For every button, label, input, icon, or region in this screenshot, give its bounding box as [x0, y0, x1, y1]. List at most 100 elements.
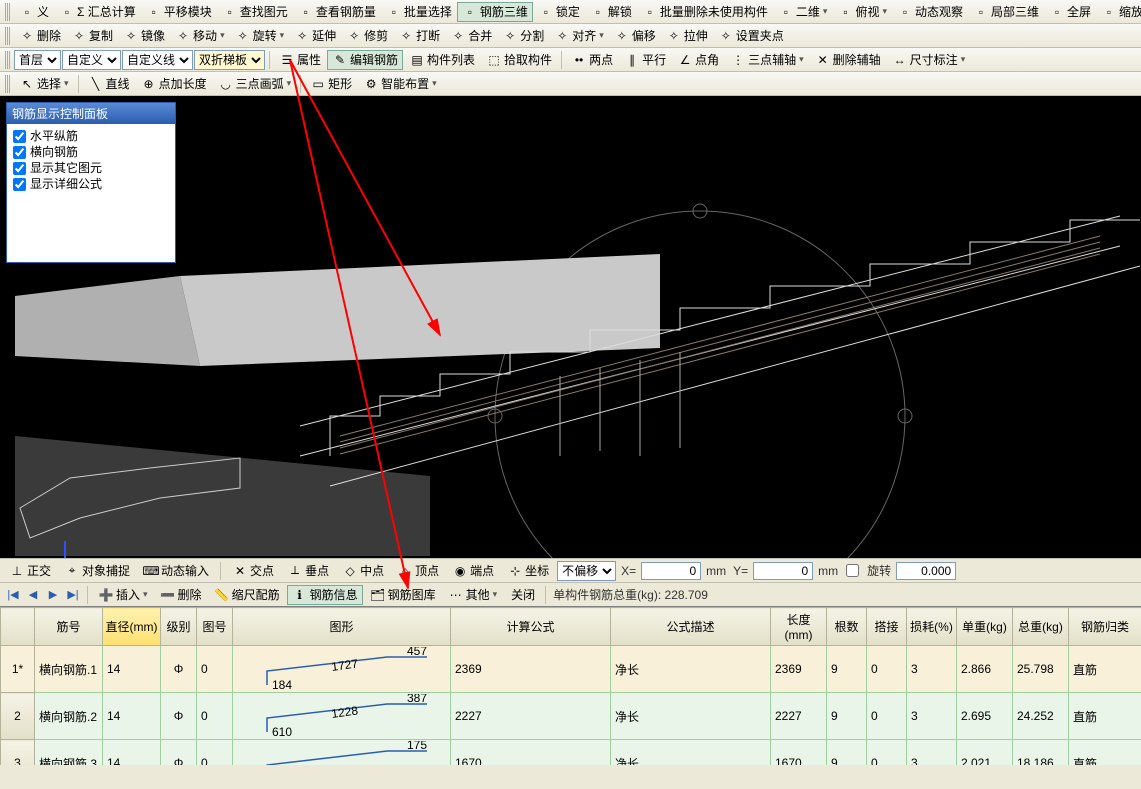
edit-修剪[interactable]: ✧修剪	[341, 26, 393, 46]
menu-0[interactable]: ▫义	[14, 2, 54, 22]
pick-comp-button[interactable]: ⬚拾取构件	[481, 50, 557, 70]
edit-分割[interactable]: ✧分割	[497, 26, 549, 46]
col-header[interactable]: 图号	[197, 608, 233, 646]
table-row[interactable]: 1*横向钢筋.114Φ045717271842369净长23699032.866…	[1, 646, 1141, 693]
floor-select[interactable]: 首层	[14, 50, 61, 70]
rebar-display-panel[interactable]: 钢筋显示控制面板 水平纵筋横向钢筋显示其它图元显示详细公式	[6, 102, 176, 263]
rebar-lib-button[interactable]: 🗂钢筋图库	[365, 585, 441, 605]
y-input[interactable]	[753, 562, 813, 580]
extend-len-button[interactable]: ⊕点加长度	[136, 74, 212, 94]
panel-opt[interactable]: 水平纵筋	[13, 128, 169, 144]
menu-9[interactable]: ▫批量删除未使用构件	[637, 2, 773, 22]
two-point-button[interactable]: ••两点	[566, 50, 618, 70]
menu-4[interactable]: ▫查看钢筋量	[293, 2, 381, 22]
table-row[interactable]: 2横向钢筋.214Φ038712286102227净长22279032.6952…	[1, 693, 1141, 740]
perp-snap[interactable]: ⟂垂点	[282, 561, 334, 581]
menu-15[interactable]: ▫缩放	[1096, 2, 1141, 22]
edit-设置夹点[interactable]: ✧设置夹点	[713, 26, 789, 46]
dim-button[interactable]: ↔尺寸标注	[887, 50, 971, 70]
custom-line-select[interactable]: 自定义线	[122, 50, 193, 70]
menu-7[interactable]: ▫锁定	[533, 2, 585, 22]
col-header[interactable]: 总重(kg)	[1013, 608, 1069, 646]
nav-prev[interactable]: ◀	[24, 586, 42, 604]
panel-opt[interactable]: 横向钢筋	[13, 144, 169, 160]
close-button[interactable]: 关闭	[504, 585, 540, 605]
menu-10[interactable]: ▫二维	[773, 2, 833, 22]
panel-opt[interactable]: 显示其它图元	[13, 160, 169, 176]
menu-5[interactable]: ▫批量选择	[381, 2, 457, 22]
col-header[interactable]: 级别	[161, 608, 197, 646]
cross-snap[interactable]: ✕交点	[227, 561, 279, 581]
dyn-input-toggle[interactable]: ⌨动态输入	[138, 561, 214, 581]
edit-对齐[interactable]: ✧对齐	[549, 26, 609, 46]
col-header[interactable]: 根数	[827, 608, 867, 646]
nav-last[interactable]: ▶|	[64, 586, 82, 604]
edit-rebar-button[interactable]: ✎编辑钢筋	[327, 50, 403, 70]
edit-移动[interactable]: ✧移动	[170, 26, 230, 46]
stair-type-select[interactable]: 双折梯板	[194, 50, 265, 70]
edit-延伸[interactable]: ✧延伸	[289, 26, 341, 46]
col-header[interactable]: 搭接	[867, 608, 907, 646]
col-header[interactable]: 计算公式	[451, 608, 611, 646]
other-button[interactable]: ⋯其他	[443, 585, 503, 605]
top-snap[interactable]: ⌂顶点	[392, 561, 444, 581]
col-header[interactable]: 长度(mm)	[771, 608, 827, 646]
edit-复制[interactable]: ✧复制	[66, 26, 118, 46]
col-header[interactable]	[1, 608, 35, 646]
col-header[interactable]: 公式描述	[611, 608, 771, 646]
nav-next[interactable]: ▶	[44, 586, 62, 604]
nav-first[interactable]: |◀	[4, 586, 22, 604]
x-input[interactable]	[641, 562, 701, 580]
del-aux-button[interactable]: ✕删除辅轴	[810, 50, 886, 70]
delete-row-button[interactable]: ➖删除	[155, 585, 207, 605]
menu-13[interactable]: ▫局部三维	[968, 2, 1044, 22]
select-button[interactable]: ↖选择	[14, 74, 74, 94]
rebar-grid[interactable]: 筋号直径(mm)级别图号图形计算公式公式描述长度(mm)根数搭接损耗(%)单重(…	[0, 606, 1141, 765]
attr-button[interactable]: ☰属性	[274, 50, 326, 70]
mid-snap[interactable]: ◇中点	[337, 561, 389, 581]
coord-snap[interactable]: ⊹坐标	[502, 561, 554, 581]
scale-rebar-button[interactable]: 📏缩尺配筋	[209, 585, 285, 605]
col-header[interactable]: 直径(mm)	[103, 608, 161, 646]
menu-12[interactable]: ▫动态观察	[892, 2, 968, 22]
table-row[interactable]: 3横向钢筋.314Φ01751670净长16709032.02118.186直筋	[1, 740, 1141, 766]
osnap-toggle[interactable]: ⌖对象捕捉	[59, 561, 135, 581]
line-button[interactable]: ╲直线	[83, 74, 135, 94]
edit-旋转[interactable]: ✧旋转	[230, 26, 290, 46]
panel-opt[interactable]: 显示详细公式	[13, 176, 169, 192]
smart-button[interactable]: ⚙智能布置	[358, 74, 442, 94]
col-header[interactable]: 钢筋归类	[1069, 608, 1141, 646]
menu-14[interactable]: ▫全屏	[1044, 2, 1096, 22]
menu-2[interactable]: ▫平移模块	[141, 2, 217, 22]
arc3-button[interactable]: ◡三点画弧	[213, 74, 297, 94]
parallel-button[interactable]: ∥平行	[619, 50, 671, 70]
edit-拉伸[interactable]: ✧拉伸	[661, 26, 713, 46]
col-header[interactable]: 筋号	[35, 608, 103, 646]
end-snap[interactable]: ◉端点	[447, 561, 499, 581]
edit-删除[interactable]: ✧删除	[14, 26, 66, 46]
menu-6[interactable]: ▫钢筋三维	[457, 2, 533, 22]
rebar-info-button[interactable]: ℹ钢筋信息	[287, 585, 363, 605]
viewport-3d[interactable]: 钢筋显示控制面板 水平纵筋横向钢筋显示其它图元显示详细公式	[0, 96, 1141, 558]
menu-3[interactable]: ▫查找图元	[217, 2, 293, 22]
col-header[interactable]: 图形	[233, 608, 451, 646]
menu-11[interactable]: ▫俯视	[832, 2, 892, 22]
rotate-checkbox[interactable]	[846, 564, 859, 577]
rect-button[interactable]: ▭矩形	[305, 74, 357, 94]
rotate-input[interactable]	[896, 562, 956, 580]
insert-row-button[interactable]: ➕插入	[93, 585, 153, 605]
edit-偏移[interactable]: ✧偏移	[609, 26, 661, 46]
edit-合并[interactable]: ✧合并	[445, 26, 497, 46]
comp-list-button[interactable]: ▤构件列表	[404, 50, 480, 70]
custom-select[interactable]: 自定义	[62, 50, 121, 70]
menu-8[interactable]: ▫解锁	[585, 2, 637, 22]
ortho-toggle[interactable]: ⊥正交	[4, 561, 56, 581]
offset-mode-select[interactable]: 不偏移	[557, 561, 616, 581]
col-header[interactable]: 单重(kg)	[957, 608, 1013, 646]
point-angle-button[interactable]: ∠点角	[672, 50, 724, 70]
menu-1[interactable]: ▫Σ 汇总计算	[54, 2, 141, 22]
three-aux-button[interactable]: ⋮三点辅轴	[725, 50, 809, 70]
edit-镜像[interactable]: ✧镜像	[118, 26, 170, 46]
edit-打断[interactable]: ✧打断	[393, 26, 445, 46]
col-header[interactable]: 损耗(%)	[907, 608, 957, 646]
